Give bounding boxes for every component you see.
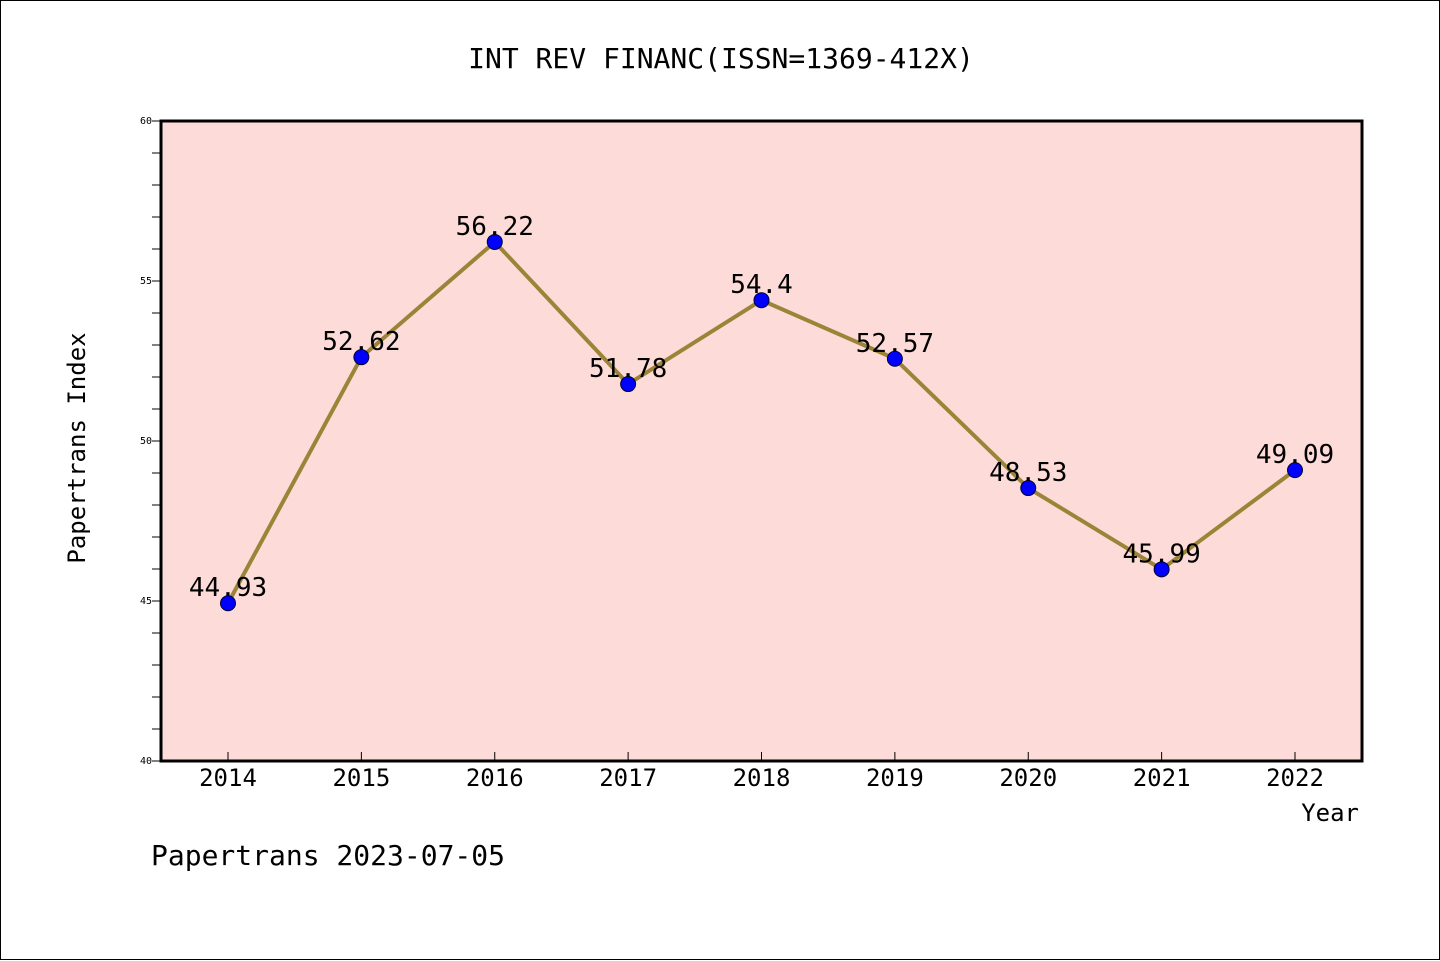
x-tick-label: 2015 bbox=[332, 764, 390, 792]
data-point-marker bbox=[1153, 561, 1170, 578]
x-tick-label: 2020 bbox=[999, 764, 1057, 792]
y-tick-label: 55 bbox=[140, 276, 152, 287]
x-tick-label: 2017 bbox=[599, 764, 657, 792]
data-value-label: 45.99 bbox=[1122, 539, 1200, 569]
series-line-group: 44.93 52.62 56.22 51.78 54.4 52.57 48.53 45.99 4… bbox=[189, 212, 1334, 612]
y-tick-label: 60 bbox=[140, 116, 152, 127]
data-point-marker bbox=[620, 376, 637, 393]
x-tick-label: 2021 bbox=[1133, 764, 1191, 792]
x-tick-label: 2018 bbox=[733, 764, 791, 792]
data-value-label: 49.09 bbox=[1256, 440, 1334, 470]
y-tick-label: 45 bbox=[140, 596, 152, 607]
data-point-marker bbox=[353, 349, 370, 366]
data-point-marker bbox=[220, 595, 236, 612]
x-tick-label: 2019 bbox=[866, 764, 924, 792]
x-tick-label: 2022 bbox=[1266, 764, 1324, 792]
footer-date-stamp: Papertrans 2023-07-05 bbox=[151, 839, 505, 872]
plot-area bbox=[159, 119, 1364, 763]
data-value-label: 54.4 bbox=[730, 270, 793, 300]
x-axis: 2014 2015 2016 2017 2018 2019 2020 2021 2022 bbox=[199, 752, 1324, 792]
data-value-label: 52.57 bbox=[856, 329, 934, 359]
x-tick-label: 2014 bbox=[199, 764, 257, 792]
y-axis-title: Papertrans Index bbox=[63, 332, 91, 563]
data-point-marker bbox=[886, 350, 903, 367]
data-value-label: 52.62 bbox=[322, 327, 400, 357]
data-point-marker bbox=[753, 292, 770, 309]
chart-title: INT REV FINANC(ISSN=1369-412X) bbox=[468, 42, 974, 75]
x-axis-title: Year bbox=[1301, 799, 1359, 827]
data-value-label: 44.93 bbox=[189, 573, 267, 603]
data-point-marker bbox=[1020, 480, 1037, 497]
data-value-label: 48.53 bbox=[989, 458, 1067, 488]
data-value-label: 51.78 bbox=[589, 354, 667, 384]
y-tick-label: 40 bbox=[140, 756, 152, 767]
data-value-label: 56.22 bbox=[456, 212, 534, 242]
data-point-marker bbox=[486, 233, 503, 250]
y-axis: 40 45 50 55 60 bbox=[140, 116, 161, 767]
data-point-marker bbox=[1287, 462, 1303, 479]
x-tick-label: 2016 bbox=[466, 764, 524, 792]
y-tick-label: 50 bbox=[140, 436, 152, 447]
